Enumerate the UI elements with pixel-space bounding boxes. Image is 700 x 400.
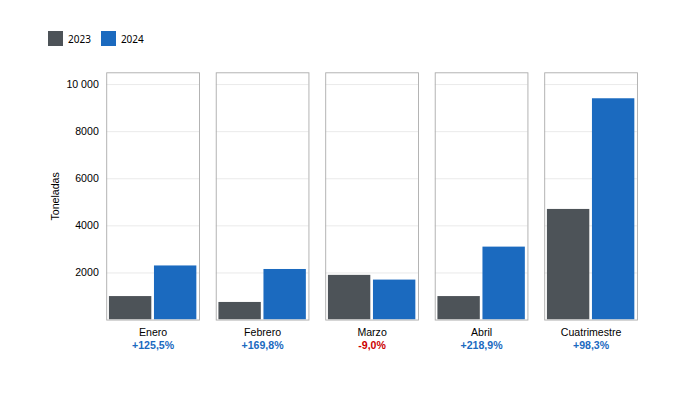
svg-text:-9,0%: -9,0%: [358, 339, 386, 351]
svg-text:2000: 2000: [75, 266, 99, 278]
svg-text:+98,3%: +98,3%: [573, 339, 610, 351]
svg-text:4000: 4000: [75, 219, 99, 231]
html-text:2023: 2023: [68, 31, 91, 46]
svg-text:Marzo: Marzo: [357, 326, 387, 338]
svg-text:6000: 6000: [75, 172, 99, 184]
svg-text:Abril: Abril: [471, 326, 492, 338]
svg-text:Toneladas: Toneladas: [49, 172, 61, 220]
svg-text:+125,5%: +125,5%: [132, 339, 175, 351]
svg-text:Enero: Enero: [139, 326, 167, 338]
html-text:2024: 2024: [120, 31, 144, 46]
svg-text:Febrero: Febrero: [244, 326, 281, 338]
svg-text:Cuatrimestre: Cuatrimestre: [561, 326, 622, 338]
svg-text:+218,9%: +218,9%: [461, 339, 504, 351]
svg-text:8000: 8000: [75, 125, 99, 137]
svg-text:+169,8%: +169,8%: [242, 339, 285, 351]
svg-text:10 000: 10 000: [66, 78, 98, 90]
